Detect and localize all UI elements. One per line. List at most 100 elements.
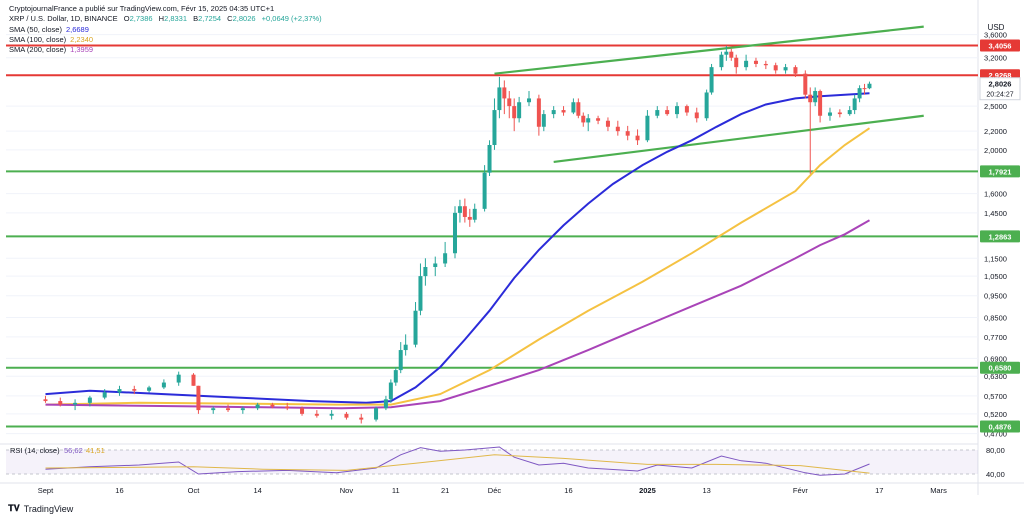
candle-body: [783, 67, 788, 71]
candle: [285, 402, 290, 411]
x-tick-label: Mars: [930, 486, 947, 495]
candle-body: [314, 413, 319, 416]
level-tag-label: 1,7921: [989, 167, 1012, 176]
y-tick-label: 0,6300: [984, 372, 1007, 381]
candle: [467, 208, 472, 227]
candle: [87, 395, 92, 407]
candle-body: [132, 389, 137, 391]
candle: [793, 65, 798, 78]
brand-label: TradingView: [23, 503, 74, 514]
candle: [615, 120, 620, 136]
price-tag-value: 2,8026: [989, 80, 1012, 89]
level-tag-support: 1,2863: [980, 230, 1020, 243]
candle: [102, 389, 107, 400]
legend-sma200[interactable]: SMA (200, close) 1,3959: [9, 45, 94, 55]
candle: [694, 107, 699, 123]
candle: [255, 402, 260, 411]
candle-body: [645, 115, 650, 141]
x-tick-label: 16: [115, 486, 123, 495]
candle-body: [487, 145, 492, 173]
y-tick-label: 0,4700: [984, 430, 1007, 439]
x-tick-label: Oct: [188, 486, 201, 495]
x-tick-label: 13: [702, 486, 710, 495]
candle: [359, 413, 364, 424]
candle-body: [255, 404, 260, 409]
candle: [571, 98, 576, 115]
candle-body: [497, 87, 502, 111]
level-tag-support: 0,4876: [980, 420, 1020, 433]
candle: [753, 57, 758, 68]
candle-body: [329, 413, 334, 416]
candle: [605, 117, 610, 132]
candle-body: [847, 110, 852, 115]
sma-line-200: [45, 219, 870, 410]
candle-body: [625, 131, 630, 136]
candle-body: [635, 135, 640, 141]
candle-body: [729, 51, 734, 58]
candle: [457, 199, 462, 223]
candle: [596, 115, 601, 125]
level-tag-bg: [980, 230, 1020, 243]
candle: [403, 334, 408, 356]
y-tick-label: 0,7700: [984, 333, 1007, 342]
candle: [132, 385, 137, 395]
candle-body: [176, 374, 181, 383]
candle: [492, 98, 497, 150]
candle: [147, 385, 152, 393]
candle-body: [665, 110, 670, 115]
candle-body: [443, 253, 448, 264]
x-tick-label: 16: [564, 486, 572, 495]
x-tick-label: 2025: [639, 486, 656, 495]
candle-body: [482, 172, 487, 209]
level-tag-label: 3,4056: [989, 42, 1012, 51]
candle: [655, 106, 660, 119]
candle-body: [102, 392, 107, 398]
legend-sma100[interactable]: SMA (100, close) 2,2340: [9, 34, 94, 44]
y-tick-label: 1,0500: [984, 272, 1007, 281]
candle: [482, 165, 487, 212]
rsi-y-tick: 80,00: [986, 446, 1005, 455]
legend-symbol: XRP / U.S. Dollar, 1D, BINANCE: [9, 14, 118, 24]
candle-body: [596, 118, 601, 121]
candle: [675, 102, 680, 119]
candle-body: [837, 112, 842, 115]
candle: [240, 406, 245, 414]
tradingview-brand[interactable]: 𝐓𝐕 TradingView: [8, 503, 73, 514]
candle: [847, 106, 852, 116]
ohlc-high: 2,8331: [164, 14, 188, 24]
x-tick-label: Nov: [340, 486, 354, 495]
candle-body: [655, 110, 660, 116]
candle-body: [423, 266, 428, 277]
legend-sma50[interactable]: SMA (50, close) 2,6689: [9, 24, 89, 34]
candle-body: [793, 67, 798, 74]
trendline-lower-channel: [553, 114, 924, 164]
candle-body: [719, 54, 724, 68]
candle-body: [413, 310, 418, 345]
candle: [196, 385, 201, 414]
candle-body: [507, 98, 512, 107]
y-tick-label: 1,1500: [984, 254, 1007, 263]
candle-body: [374, 408, 379, 420]
candle: [300, 406, 305, 416]
candle-body: [73, 402, 78, 405]
currency-label: USD: [988, 23, 1005, 32]
candle: [43, 395, 48, 403]
level-tag-bg: [980, 361, 1020, 374]
candle-body: [724, 51, 729, 55]
y-tick-label: 3,2000: [984, 54, 1007, 63]
candle: [773, 62, 778, 74]
candle-body: [581, 115, 586, 123]
candle-body: [803, 73, 808, 95]
level-tag-label: 0,6580: [989, 364, 1012, 373]
candle: [383, 395, 388, 411]
level-tag-label: 2,9268: [989, 71, 1012, 80]
candle-body: [191, 374, 196, 386]
candle-body: [709, 67, 714, 93]
candle: [507, 91, 512, 119]
candle: [818, 89, 823, 123]
candle: [852, 94, 857, 115]
candle: [665, 106, 670, 116]
candle: [734, 54, 739, 74]
y-tick-label: 0,9500: [984, 292, 1007, 301]
